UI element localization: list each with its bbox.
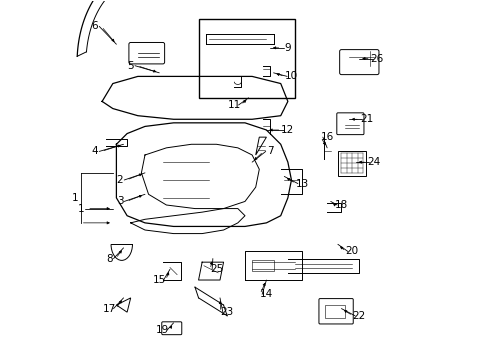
FancyBboxPatch shape: [337, 113, 364, 135]
Bar: [338, 152, 367, 176]
FancyBboxPatch shape: [129, 42, 165, 64]
Text: 3: 3: [117, 197, 123, 206]
Text: 16: 16: [320, 132, 334, 142]
Text: 21: 21: [360, 114, 373, 124]
Text: 12: 12: [281, 125, 294, 135]
Text: 15: 15: [153, 275, 166, 285]
Text: 18: 18: [335, 200, 348, 210]
Text: 22: 22: [353, 311, 366, 321]
Text: 20: 20: [345, 247, 359, 256]
Text: 19: 19: [156, 325, 170, 335]
Text: 25: 25: [210, 264, 223, 274]
Bar: [325, 305, 345, 318]
Text: 8: 8: [106, 253, 113, 264]
Bar: [198, 19, 295, 98]
Text: 2: 2: [117, 175, 123, 185]
Text: 7: 7: [267, 147, 273, 157]
Text: 24: 24: [367, 157, 380, 167]
Text: 6: 6: [92, 21, 98, 31]
FancyBboxPatch shape: [162, 322, 182, 335]
Text: 17: 17: [102, 303, 116, 314]
Text: 10: 10: [285, 71, 298, 81]
Text: 1: 1: [77, 203, 84, 213]
Text: 9: 9: [285, 43, 291, 53]
Text: 1: 1: [72, 193, 78, 203]
Text: 14: 14: [260, 289, 273, 299]
Text: 13: 13: [295, 179, 309, 189]
Text: 11: 11: [228, 100, 241, 110]
FancyBboxPatch shape: [340, 50, 379, 75]
Text: 26: 26: [370, 54, 384, 64]
Text: 23: 23: [220, 307, 234, 317]
Text: 5: 5: [127, 61, 134, 71]
Text: 4: 4: [92, 147, 98, 157]
Bar: [252, 260, 273, 271]
FancyBboxPatch shape: [319, 298, 353, 324]
